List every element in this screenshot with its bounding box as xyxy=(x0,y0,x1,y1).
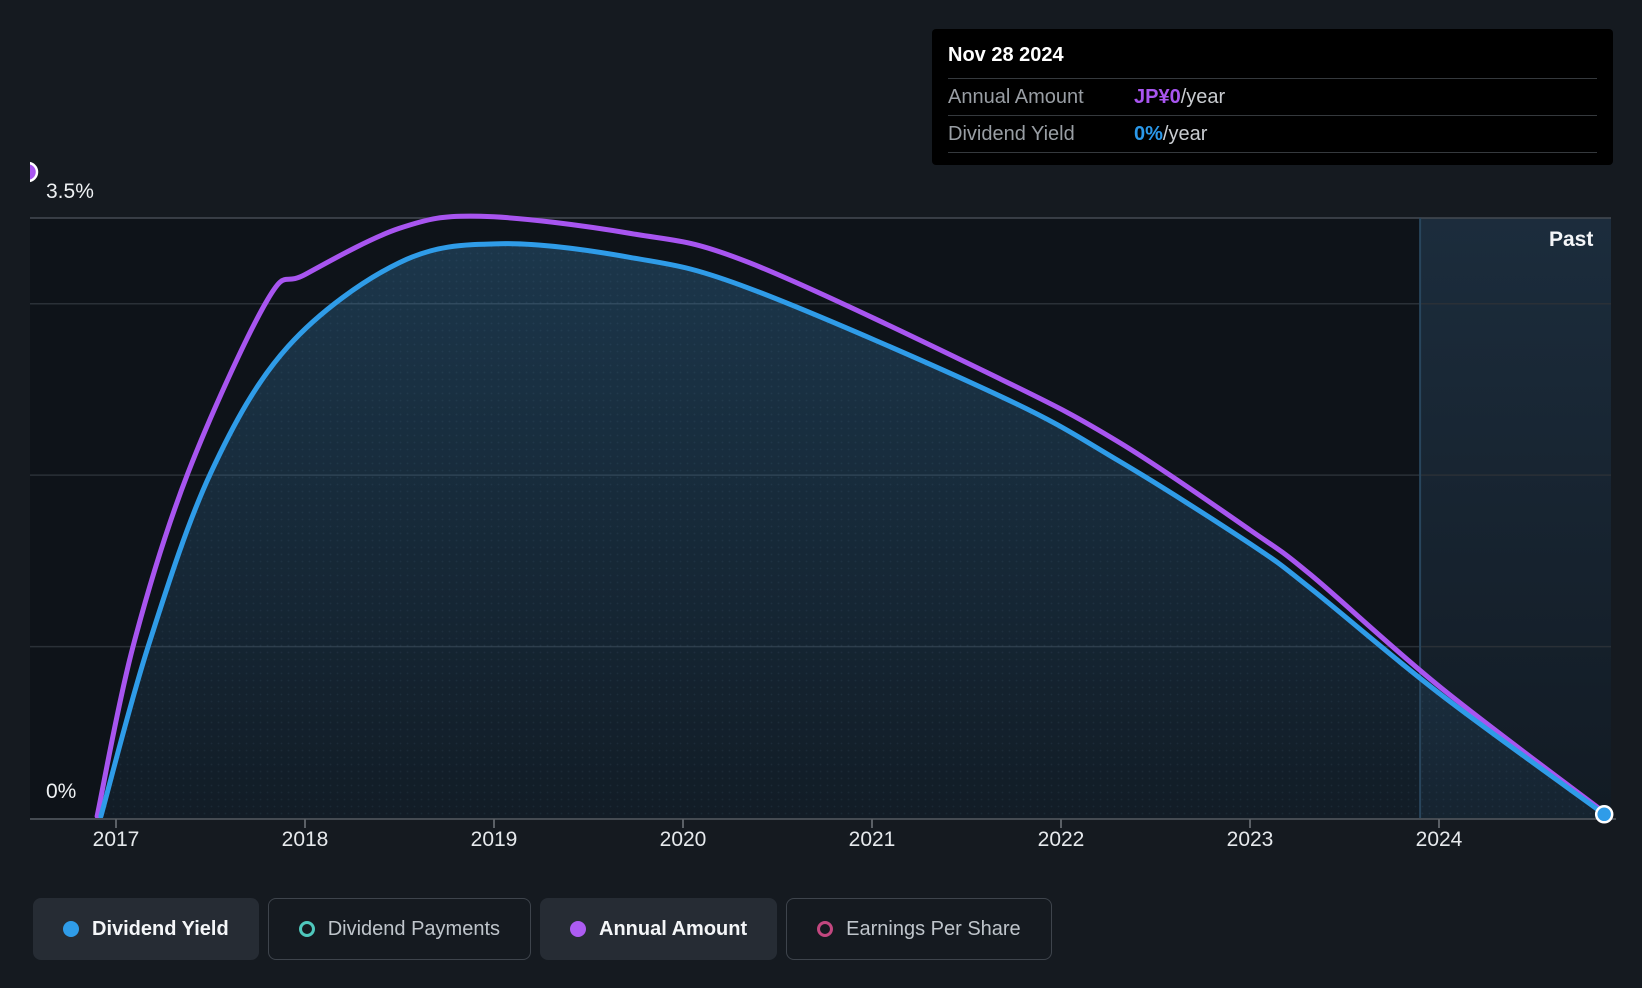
x-axis-label: 2020 xyxy=(659,828,707,851)
x-axis-label: 2018 xyxy=(281,828,329,851)
tooltip-value: 0% xyxy=(1134,122,1163,145)
earnings-per-share-ring-icon xyxy=(817,921,834,937)
series-endpoint-marker xyxy=(1594,805,1614,824)
dividend-chart-plot-area[interactable] xyxy=(0,0,1642,860)
legend-label: Earnings Per Share xyxy=(846,917,1021,940)
tooltip-label: Annual Amount xyxy=(948,85,1084,108)
legend: Dividend Yield Dividend Payments Annual … xyxy=(33,898,1052,960)
tooltip-date: Nov 28 2024 xyxy=(948,44,1064,66)
dividend-payments-ring-icon xyxy=(298,921,315,937)
annual-amount-edge-marker xyxy=(30,161,39,183)
dividend-yield-area-texture xyxy=(100,243,1608,819)
x-axis-label: 2024 xyxy=(1415,828,1463,851)
x-axis-label: 2022 xyxy=(1037,828,1085,851)
chart-tooltip: Nov 28 2024 Annual Amount JP¥0 /year Div… xyxy=(932,29,1613,165)
dividend-yield-line xyxy=(98,241,1610,819)
dividend-yield-dot-icon xyxy=(63,921,79,937)
x-axis-label: 2021 xyxy=(848,828,896,851)
legend-label: Dividend Payments xyxy=(327,917,501,940)
legend-button-annual-amount[interactable]: Annual Amount xyxy=(540,898,778,960)
tooltip-row-dividend-yield: Dividend Yield 0% /year xyxy=(948,115,1597,153)
tooltip-row-annual-amount: Annual Amount JP¥0 /year xyxy=(948,78,1597,115)
x-axis-label: 2019 xyxy=(470,828,518,851)
annual-amount-line xyxy=(94,213,1610,819)
y-axis-max-label: 3.5% xyxy=(46,180,94,203)
tooltip-label: Dividend Yield xyxy=(948,122,1075,145)
legend-button-earnings-per-share[interactable]: Earnings Per Share xyxy=(786,898,1052,960)
legend-label: Dividend Yield xyxy=(92,917,229,940)
x-axis-label: 2023 xyxy=(1226,828,1274,851)
legend-button-dividend-yield[interactable]: Dividend Yield xyxy=(33,898,259,960)
y-axis-min-label: 0% xyxy=(46,780,77,803)
past-region-label: Past xyxy=(1549,228,1594,251)
tooltip-suffix: /year xyxy=(1162,122,1208,145)
annual-amount-dot-icon xyxy=(570,921,587,937)
tooltip-value: JP¥0 xyxy=(1134,85,1181,108)
x-axis-label: 2017 xyxy=(92,828,140,851)
legend-label: Annual Amount xyxy=(599,917,748,940)
legend-button-dividend-payments[interactable]: Dividend Payments xyxy=(267,898,532,960)
tooltip-suffix: /year xyxy=(1180,85,1226,108)
